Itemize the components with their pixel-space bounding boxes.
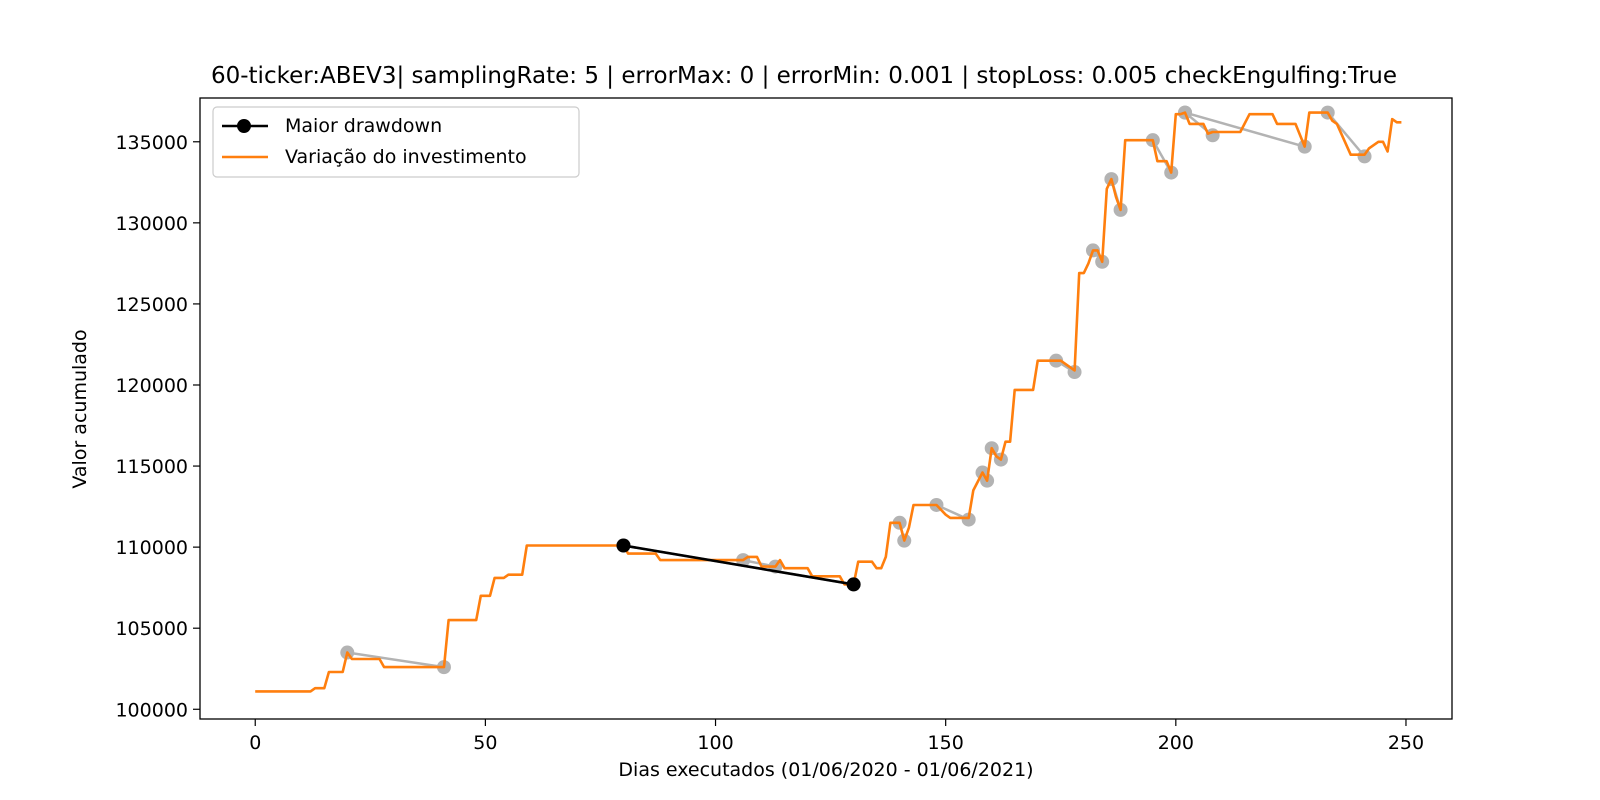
x-tick-label: 0 bbox=[249, 732, 261, 754]
x-tick-label: 100 bbox=[697, 732, 733, 754]
max-drawdown-point bbox=[616, 538, 631, 553]
legend-drawdown-label: Maior drawdown bbox=[285, 115, 442, 137]
drawdown-point bbox=[961, 512, 976, 527]
y-tick-label: 115000 bbox=[115, 456, 188, 478]
x-tick-label: 200 bbox=[1158, 732, 1194, 754]
drawdown-segment bbox=[1184, 111, 1306, 148]
investment-line bbox=[255, 111, 1402, 693]
max-drawdown-line bbox=[623, 544, 854, 586]
y-tick-label: 120000 bbox=[115, 375, 188, 397]
legend: Maior drawdown Variação do investimento bbox=[212, 106, 580, 178]
y-tick-label: 125000 bbox=[115, 294, 188, 316]
y-axis: 100000 105000 110000 115000 120000 125000 1300… bbox=[115, 132, 200, 721]
y-axis-label: Valor acumulado bbox=[69, 329, 91, 488]
y-tick-label: 130000 bbox=[115, 213, 188, 235]
x-tick-label: 150 bbox=[928, 732, 964, 754]
x-axis: 0 50 100 150 200 250 bbox=[249, 719, 1424, 754]
investment-line-series bbox=[255, 111, 1402, 693]
y-tick-label: 135000 bbox=[115, 132, 188, 154]
legend-box bbox=[212, 106, 580, 178]
plot-area-frame bbox=[199, 97, 1453, 720]
chart-title: 60-ticker:ABEV3| samplingRate: 5 | error… bbox=[211, 63, 1397, 89]
x-axis-label: Dias executados (01/06/2020 - 01/06/2021… bbox=[618, 759, 1033, 781]
drawdown-segment bbox=[1326, 111, 1366, 158]
x-tick-label: 250 bbox=[1388, 732, 1424, 754]
y-tick-label: 110000 bbox=[115, 537, 188, 559]
legend-investment-label: Variação do investimento bbox=[285, 146, 527, 168]
drawdown-point bbox=[1357, 149, 1372, 164]
y-tick-label: 100000 bbox=[115, 699, 188, 721]
legend-drawdown-marker-swatch bbox=[237, 119, 251, 133]
y-tick-label: 105000 bbox=[115, 618, 188, 640]
max-drawdown-point bbox=[846, 577, 861, 592]
x-tick-label: 50 bbox=[473, 732, 497, 754]
max-drawdown-series bbox=[616, 538, 861, 592]
drawdown-segment bbox=[347, 651, 445, 669]
